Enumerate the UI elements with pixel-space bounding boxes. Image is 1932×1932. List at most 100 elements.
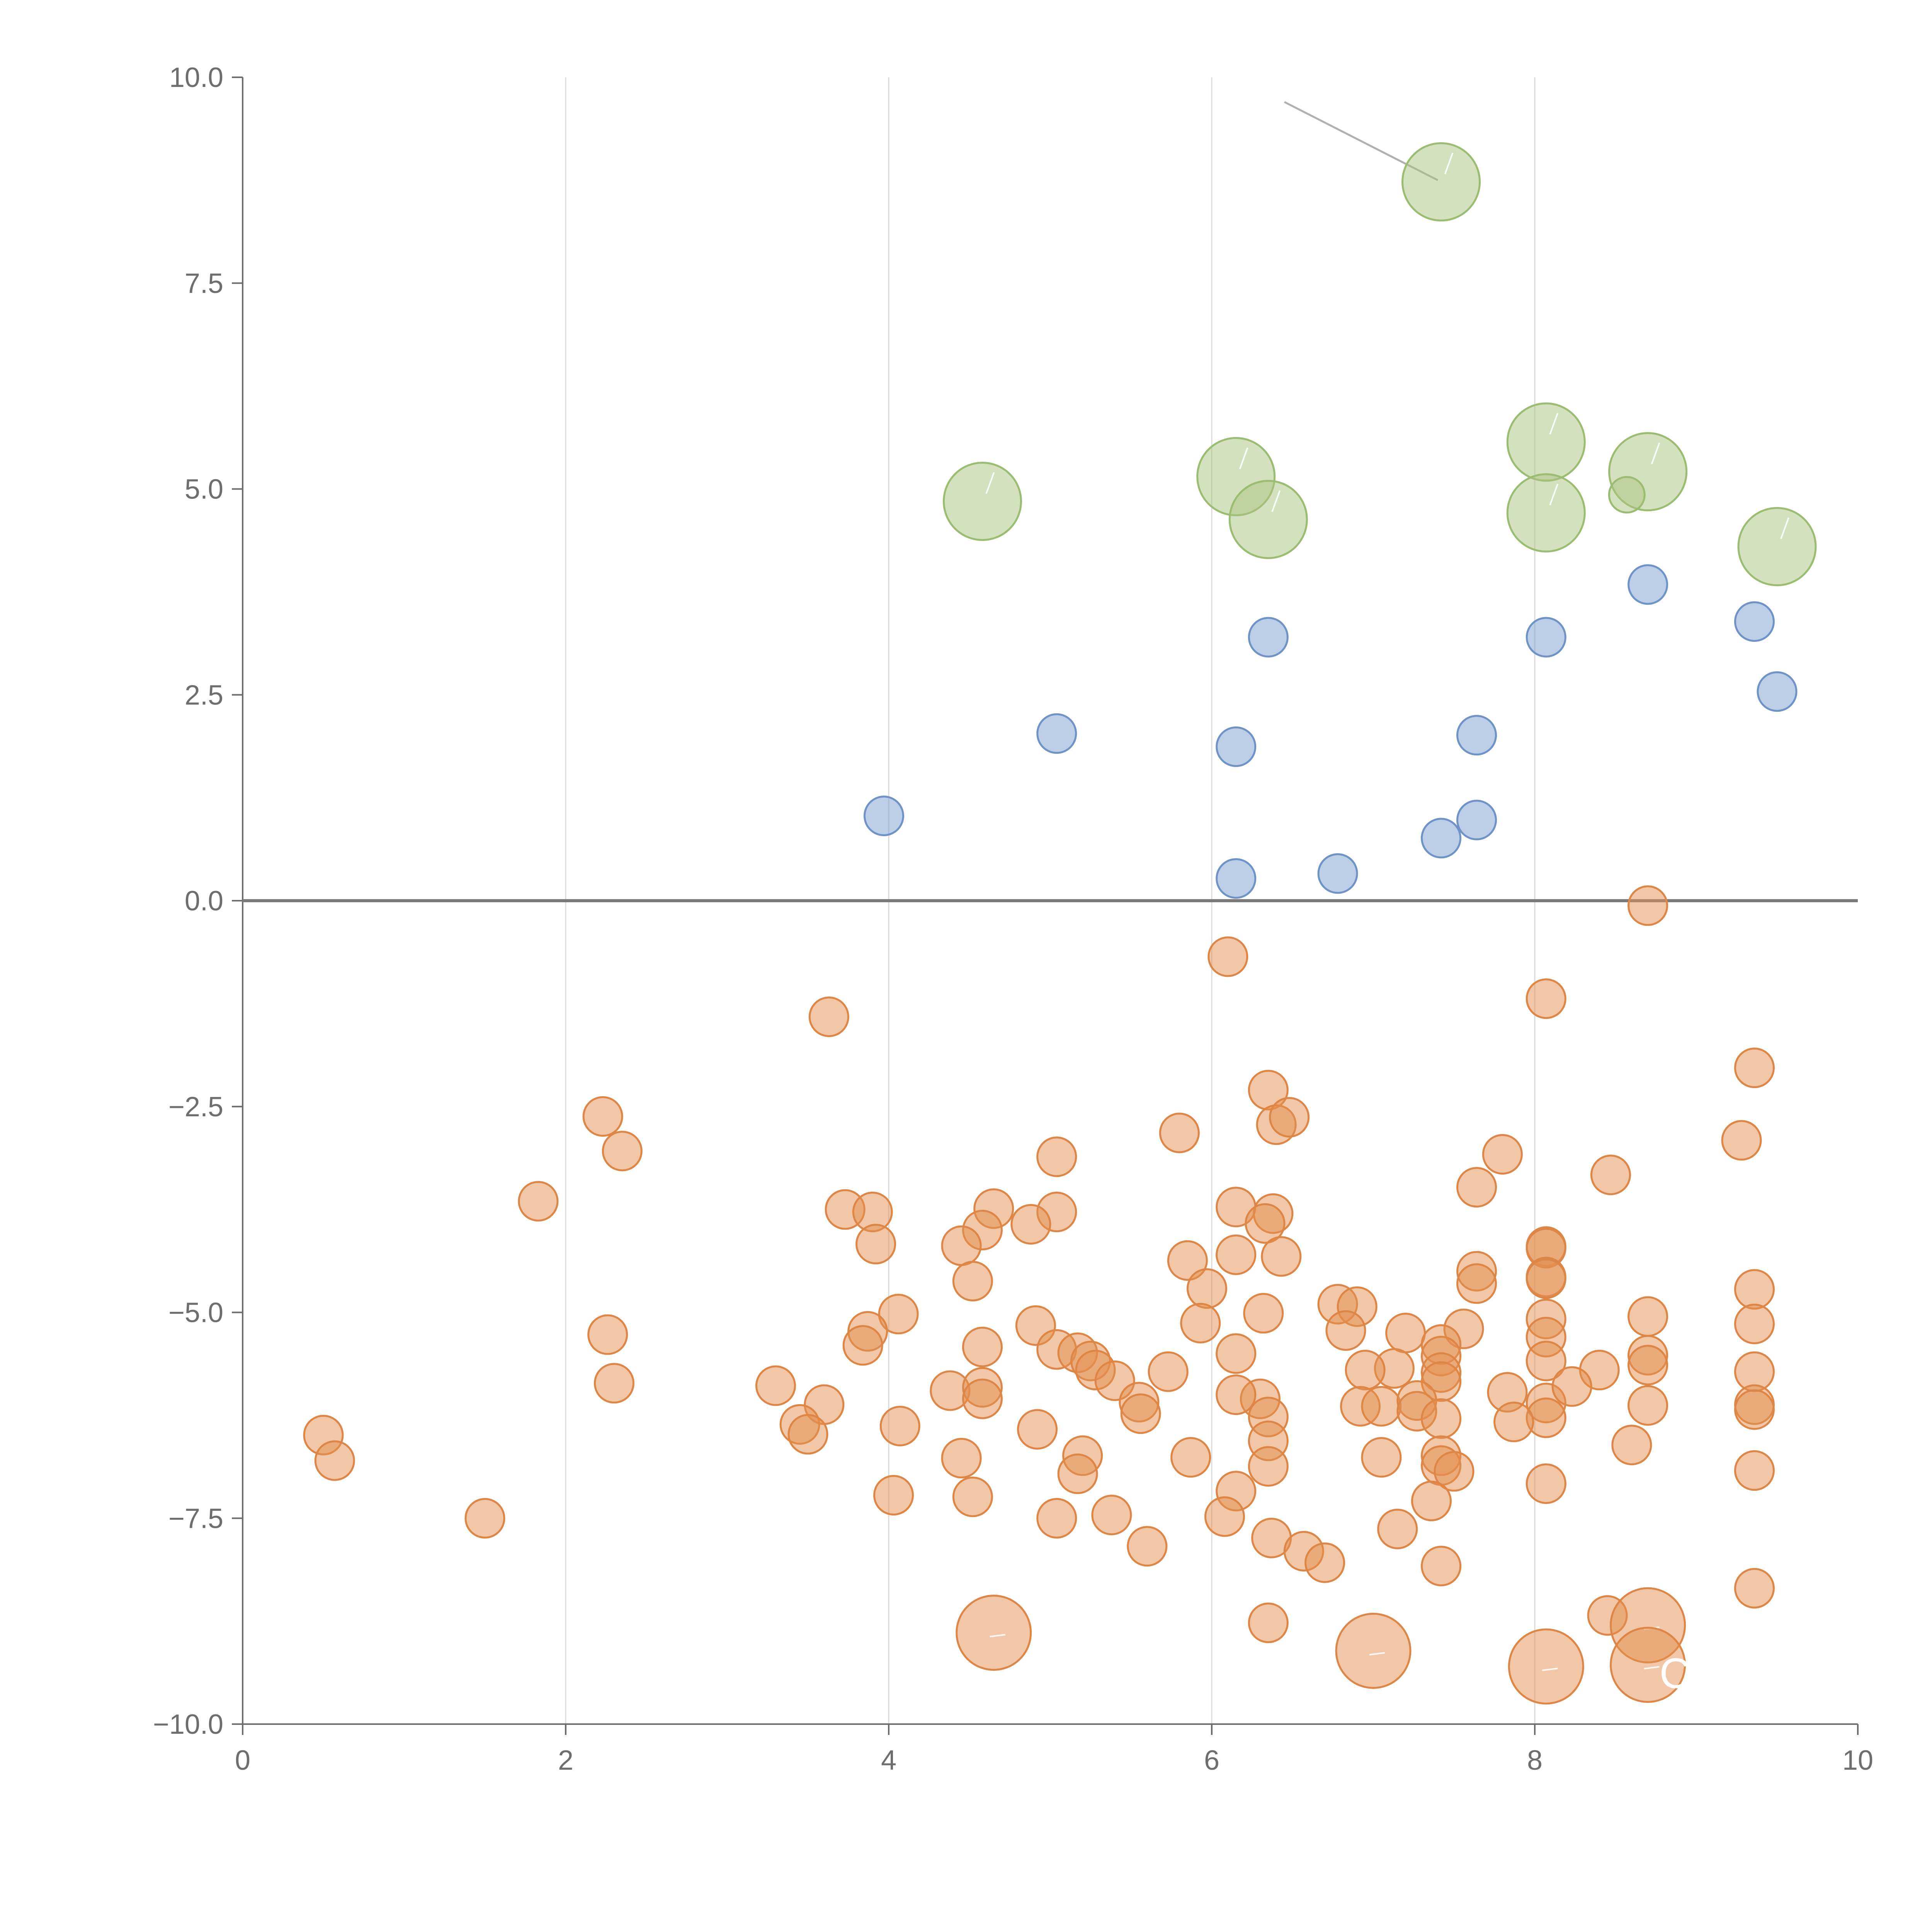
data-point xyxy=(1628,564,1668,605)
data-point xyxy=(878,1294,919,1335)
data-point xyxy=(1737,507,1817,587)
bubble-highlight xyxy=(990,1634,1005,1638)
data-point xyxy=(1208,936,1248,977)
data-point xyxy=(1120,1393,1161,1434)
data-point xyxy=(1204,1496,1245,1537)
x-tick-label: 4 xyxy=(881,1745,896,1776)
data-point xyxy=(1269,1097,1310,1138)
bubble-highlight xyxy=(1369,1652,1385,1656)
data-point xyxy=(1611,1425,1652,1466)
data-point xyxy=(808,996,849,1037)
data-point xyxy=(1186,1268,1227,1309)
x-tick-label: 0 xyxy=(235,1745,250,1776)
data-point xyxy=(1411,1480,1452,1521)
data-point xyxy=(1036,1136,1077,1177)
data-point xyxy=(1216,858,1257,899)
data-point xyxy=(1248,1602,1289,1643)
data-point xyxy=(956,1594,1032,1671)
bubble-highlight xyxy=(1644,1666,1660,1670)
data-point xyxy=(1590,1155,1631,1196)
data-point xyxy=(962,1327,1003,1367)
data-point xyxy=(1036,713,1077,754)
data-point xyxy=(873,1475,914,1516)
data-point xyxy=(1456,715,1497,756)
data-point xyxy=(1493,1401,1534,1442)
data-point xyxy=(1734,1389,1775,1430)
y-tick-label: −7.5 xyxy=(168,1503,223,1534)
data-point xyxy=(1401,142,1481,222)
data-point xyxy=(1434,1451,1475,1492)
data-point xyxy=(787,1414,828,1455)
data-point xyxy=(1508,1628,1584,1705)
data-point xyxy=(942,461,1022,541)
y-tick-label: 10.0 xyxy=(169,62,223,93)
y-tick-label: −2.5 xyxy=(168,1092,223,1122)
x-tick-label: 2 xyxy=(558,1745,573,1776)
data-point xyxy=(1228,480,1308,559)
data-point xyxy=(1456,1263,1497,1304)
data-point xyxy=(1506,402,1586,482)
data-point xyxy=(1091,1495,1132,1536)
data-point xyxy=(1180,1303,1221,1344)
data-point xyxy=(1170,1437,1211,1478)
data-point xyxy=(1628,1345,1668,1386)
y-tick-label: 7.5 xyxy=(185,268,223,299)
data-point xyxy=(1385,1313,1426,1354)
data-point xyxy=(1248,617,1289,658)
data-point xyxy=(855,1224,896,1265)
data-point xyxy=(1482,1134,1523,1175)
x-tick-label: 6 xyxy=(1204,1745,1219,1776)
data-point xyxy=(1526,1340,1566,1381)
y-tick-label: 2.5 xyxy=(185,680,223,711)
data-point xyxy=(1361,1437,1402,1478)
data-point xyxy=(1216,1234,1257,1275)
y-tick-label: 0.0 xyxy=(185,886,223,917)
data-point xyxy=(962,1378,1003,1419)
data-point xyxy=(1167,1240,1208,1281)
data-point xyxy=(1456,1167,1497,1208)
data-point xyxy=(1317,853,1358,894)
data-point xyxy=(1421,1546,1462,1587)
data-point xyxy=(1526,617,1566,658)
data-point xyxy=(602,1131,643,1172)
data-point xyxy=(1216,1333,1257,1374)
data-point xyxy=(1421,818,1462,859)
data-point xyxy=(1628,885,1668,926)
data-point xyxy=(1159,1112,1200,1153)
bubble-highlight xyxy=(1271,490,1281,512)
data-point xyxy=(1325,1310,1366,1351)
data-point xyxy=(952,1261,993,1302)
axis-layer: 0 2 4 6 8 10 10.0 7.5 5.0 2.5 0.0 −2.5 −5.0 −7.5 −10.0 xyxy=(153,62,1873,1776)
label-layer: C xyxy=(1660,1650,1690,1697)
data-point xyxy=(1734,1450,1775,1491)
data-point xyxy=(1526,1463,1566,1504)
data-point xyxy=(1127,1526,1168,1567)
points-layer xyxy=(303,142,1817,1705)
data-point xyxy=(863,796,904,837)
bubble-highlight xyxy=(1444,152,1454,175)
data-point xyxy=(1345,1350,1386,1391)
data-point xyxy=(1361,1386,1402,1427)
data-point xyxy=(952,1476,993,1517)
data-point xyxy=(941,1438,982,1479)
data-point xyxy=(1017,1409,1058,1450)
data-point xyxy=(1757,671,1798,712)
data-point xyxy=(1608,476,1646,514)
data-point xyxy=(755,1365,796,1406)
data-point xyxy=(1377,1509,1418,1549)
data-point xyxy=(1610,1627,1686,1703)
data-point xyxy=(594,1363,634,1404)
data-point xyxy=(518,1181,559,1222)
data-point xyxy=(1057,1453,1098,1494)
data-point xyxy=(1734,1269,1775,1310)
data-point xyxy=(1010,1204,1051,1245)
data-point xyxy=(1734,1048,1775,1088)
y-tick-label: −5.0 xyxy=(168,1298,223,1328)
data-point xyxy=(1304,1542,1345,1583)
data-point xyxy=(1216,726,1257,767)
data-point xyxy=(587,1314,628,1355)
data-point xyxy=(1628,1385,1668,1426)
data-point xyxy=(1721,1120,1762,1161)
